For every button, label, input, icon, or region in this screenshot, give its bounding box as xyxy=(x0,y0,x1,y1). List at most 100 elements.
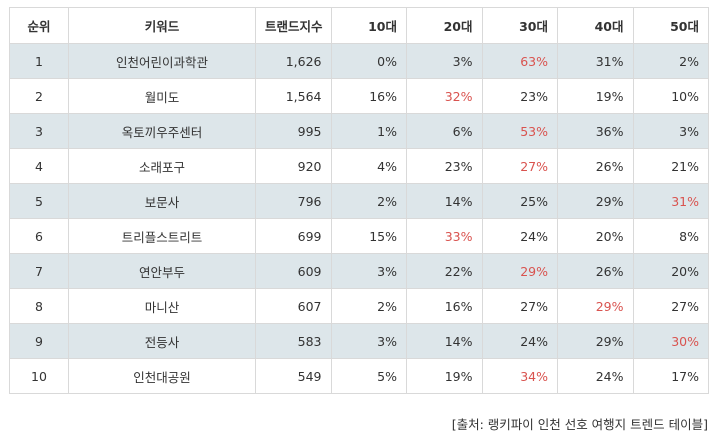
cell-age-10: 15% xyxy=(330,218,407,254)
cell-age-10: 5% xyxy=(330,358,407,394)
table-row: 6 트리플스트리트 699 15% 33% 24% 20% 8% xyxy=(9,218,709,254)
cell-age-10: 16% xyxy=(330,78,407,114)
cell-keyword: 연안부두 xyxy=(68,253,256,289)
cell-rank: 1 xyxy=(9,43,69,79)
cell-age-20: 19% xyxy=(406,358,483,394)
header-age-50: 50대 xyxy=(632,7,709,44)
cell-trend-index: 1,626 xyxy=(255,43,332,79)
cell-age-40: 26% xyxy=(557,148,634,184)
table-row: 8 마니산 607 2% 16% 27% 29% 27% xyxy=(9,288,709,324)
cell-rank: 8 xyxy=(9,288,69,324)
cell-rank: 3 xyxy=(9,113,69,149)
cell-age-10: 3% xyxy=(330,323,407,359)
cell-rank: 4 xyxy=(9,148,69,184)
cell-age-20: 14% xyxy=(406,323,483,359)
cell-age-30: 34% xyxy=(481,358,558,394)
cell-trend-index: 607 xyxy=(255,288,332,324)
cell-keyword: 인천어린이과학관 xyxy=(68,43,256,79)
cell-age-20: 33% xyxy=(406,218,483,254)
table-row: 4 소래포구 920 4% 23% 27% 26% 21% xyxy=(9,148,709,184)
cell-age-10: 3% xyxy=(330,253,407,289)
cell-rank: 6 xyxy=(9,218,69,254)
header-keyword: 키워드 xyxy=(68,7,256,44)
cell-trend-index: 609 xyxy=(255,253,332,289)
cell-age-20: 23% xyxy=(406,148,483,184)
cell-keyword: 전등사 xyxy=(68,323,256,359)
cell-keyword: 옥토끼우주센터 xyxy=(68,113,256,149)
cell-age-10: 2% xyxy=(330,288,407,324)
cell-age-10: 4% xyxy=(330,148,407,184)
header-age-20: 20대 xyxy=(406,7,483,44)
header-rank: 순위 xyxy=(9,7,69,44)
header-age-10: 10대 xyxy=(330,7,407,44)
table-row: 7 연안부두 609 3% 22% 29% 26% 20% xyxy=(9,253,709,289)
trend-table: 순위 키워드 트랜드지수 10대 20대 30대 40대 50대 1 인천어린이과… xyxy=(9,7,709,394)
cell-trend-index: 796 xyxy=(255,183,332,219)
cell-age-50: 3% xyxy=(632,113,709,149)
cell-rank: 9 xyxy=(9,323,69,359)
table-header-row: 순위 키워드 트랜드지수 10대 20대 30대 40대 50대 xyxy=(9,7,709,44)
cell-age-50: 20% xyxy=(632,253,709,289)
cell-keyword: 인천대공원 xyxy=(68,358,256,394)
table-row: 9 전등사 583 3% 14% 24% 29% 30% xyxy=(9,323,709,359)
cell-keyword: 월미도 xyxy=(68,78,256,114)
table-row: 1 인천어린이과학관 1,626 0% 3% 63% 31% 2% xyxy=(9,43,709,79)
cell-age-50: 30% xyxy=(632,323,709,359)
cell-keyword: 보문사 xyxy=(68,183,256,219)
table-row: 5 보문사 796 2% 14% 25% 29% 31% xyxy=(9,183,709,219)
cell-age-30: 53% xyxy=(481,113,558,149)
header-trend-index: 트랜드지수 xyxy=(255,7,332,44)
cell-age-20: 3% xyxy=(406,43,483,79)
cell-age-20: 16% xyxy=(406,288,483,324)
table-body: 1 인천어린이과학관 1,626 0% 3% 63% 31% 2% 2 월미도 1,564 16% 32… xyxy=(9,43,709,394)
cell-age-30: 29% xyxy=(481,253,558,289)
cell-age-10: 0% xyxy=(330,43,407,79)
cell-age-50: 2% xyxy=(632,43,709,79)
trend-table-container: 순위 키워드 트랜드지수 10대 20대 30대 40대 50대 1 인천어린이과… xyxy=(9,7,709,394)
header-age-30: 30대 xyxy=(481,7,558,44)
table-row: 2 월미도 1,564 16% 32% 23% 19% 10% xyxy=(9,78,709,114)
cell-age-40: 20% xyxy=(557,218,634,254)
cell-rank: 5 xyxy=(9,183,69,219)
cell-age-50: 31% xyxy=(632,183,709,219)
cell-age-30: 27% xyxy=(481,148,558,184)
cell-age-30: 24% xyxy=(481,218,558,254)
cell-age-40: 31% xyxy=(557,43,634,79)
table-row: 10 인천대공원 549 5% 19% 34% 24% 17% xyxy=(9,358,709,394)
header-age-40: 40대 xyxy=(557,7,634,44)
cell-age-40: 19% xyxy=(557,78,634,114)
cell-age-20: 14% xyxy=(406,183,483,219)
cell-trend-index: 995 xyxy=(255,113,332,149)
cell-age-20: 32% xyxy=(406,78,483,114)
cell-trend-index: 549 xyxy=(255,358,332,394)
cell-age-30: 27% xyxy=(481,288,558,324)
cell-trend-index: 699 xyxy=(255,218,332,254)
cell-age-30: 23% xyxy=(481,78,558,114)
cell-keyword: 마니산 xyxy=(68,288,256,324)
cell-keyword: 소래포구 xyxy=(68,148,256,184)
cell-age-40: 24% xyxy=(557,358,634,394)
cell-age-10: 2% xyxy=(330,183,407,219)
cell-age-40: 26% xyxy=(557,253,634,289)
source-caption: [출처: 랭키파이 인천 선호 여행지 트렌드 테이블] xyxy=(451,417,708,432)
cell-age-40: 29% xyxy=(557,183,634,219)
cell-rank: 2 xyxy=(9,78,69,114)
cell-age-50: 17% xyxy=(632,358,709,394)
cell-age-50: 21% xyxy=(632,148,709,184)
cell-age-10: 1% xyxy=(330,113,407,149)
cell-age-40: 36% xyxy=(557,113,634,149)
cell-age-50: 8% xyxy=(632,218,709,254)
cell-age-20: 22% xyxy=(406,253,483,289)
table-row: 3 옥토끼우주센터 995 1% 6% 53% 36% 3% xyxy=(9,113,709,149)
cell-trend-index: 1,564 xyxy=(255,78,332,114)
cell-trend-index: 920 xyxy=(255,148,332,184)
cell-age-30: 25% xyxy=(481,183,558,219)
cell-keyword: 트리플스트리트 xyxy=(68,218,256,254)
cell-age-30: 24% xyxy=(481,323,558,359)
cell-age-30: 63% xyxy=(481,43,558,79)
cell-age-40: 29% xyxy=(557,323,634,359)
cell-rank: 10 xyxy=(9,358,69,394)
cell-age-50: 27% xyxy=(632,288,709,324)
cell-age-50: 10% xyxy=(632,78,709,114)
cell-age-20: 6% xyxy=(406,113,483,149)
